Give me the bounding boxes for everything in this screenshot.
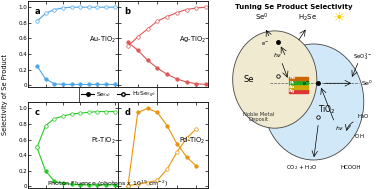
Text: H$_2$O: H$_2$O bbox=[357, 112, 370, 121]
Text: Ag-TiO$_2$: Ag-TiO$_2$ bbox=[179, 34, 205, 45]
Text: $h\nu$: $h\nu$ bbox=[335, 124, 344, 132]
Text: Pt: Pt bbox=[289, 81, 294, 85]
Text: $\cdot$OH: $\cdot$OH bbox=[353, 132, 365, 140]
Text: c: c bbox=[35, 108, 40, 117]
Text: Pt-TiO$_2$: Pt-TiO$_2$ bbox=[91, 136, 115, 146]
Text: Se$^0$: Se$^0$ bbox=[361, 79, 373, 88]
Bar bbox=[288, 89, 308, 93]
Text: HCOOH: HCOOH bbox=[340, 165, 361, 170]
Text: d: d bbox=[124, 108, 130, 117]
Bar bbox=[288, 81, 308, 84]
Bar bbox=[288, 85, 308, 88]
Text: Tuning Se Product Selectivity: Tuning Se Product Selectivity bbox=[235, 4, 353, 10]
Text: Se$^0$: Se$^0$ bbox=[255, 12, 269, 23]
Text: Photon Fluence (photons x 10$^{19}$ cm$^{-2}$): Photon Fluence (photons x 10$^{19}$ cm$^… bbox=[47, 178, 168, 189]
Text: SeO$_4^{2-}$: SeO$_4^{2-}$ bbox=[352, 52, 372, 63]
Text: TiO$_2$: TiO$_2$ bbox=[318, 103, 336, 116]
Text: e$^-$: e$^-$ bbox=[302, 80, 310, 88]
Text: e$^-$: e$^-$ bbox=[261, 40, 270, 48]
Text: $h\nu$: $h\nu$ bbox=[273, 51, 283, 59]
Text: CO$_2$ + H$_2$O: CO$_2$ + H$_2$O bbox=[287, 163, 318, 172]
Circle shape bbox=[264, 44, 364, 160]
Text: ☀: ☀ bbox=[333, 11, 346, 25]
Text: Ag: Ag bbox=[289, 89, 296, 93]
Text: H$_2$Se: H$_2$Se bbox=[297, 13, 317, 23]
Text: Pd-TiO$_2$: Pd-TiO$_2$ bbox=[179, 136, 205, 146]
Text: b: b bbox=[124, 7, 130, 16]
Circle shape bbox=[233, 31, 317, 128]
Text: Au-TiO$_2$: Au-TiO$_2$ bbox=[89, 34, 115, 45]
Legend: Se$_{(s)}$, H$_2$Se$_{(g)}$: Se$_{(s)}$, H$_2$Se$_{(g)}$ bbox=[79, 87, 158, 102]
Text: a: a bbox=[35, 7, 40, 16]
Text: Se: Se bbox=[244, 75, 254, 84]
Text: Pd: Pd bbox=[289, 77, 295, 81]
Text: Noble Metal
Deposit: Noble Metal Deposit bbox=[243, 112, 274, 122]
Text: Au: Au bbox=[289, 85, 296, 89]
Bar bbox=[288, 77, 308, 80]
Text: Selectivity of Se Product: Selectivity of Se Product bbox=[2, 54, 8, 135]
